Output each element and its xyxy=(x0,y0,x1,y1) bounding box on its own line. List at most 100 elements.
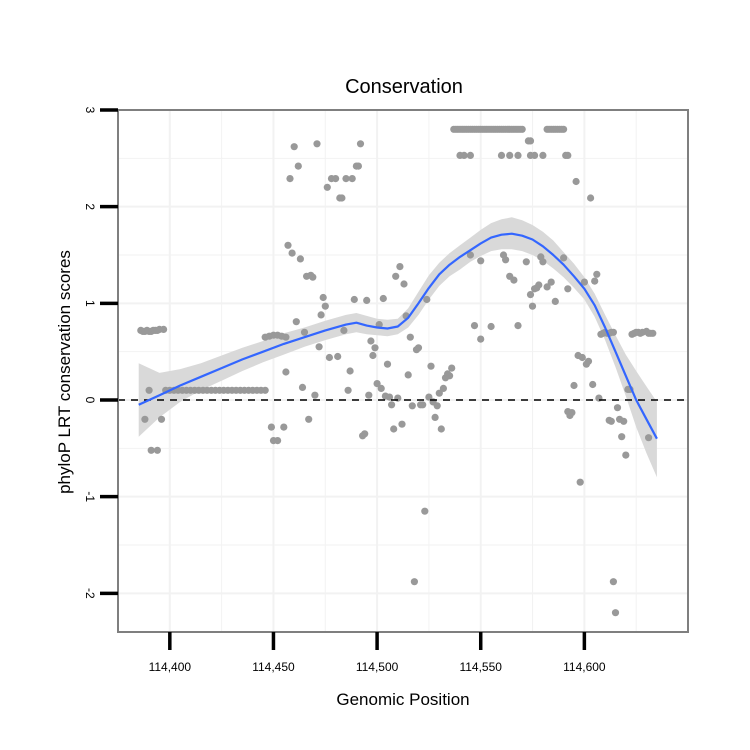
data-point xyxy=(319,293,327,302)
data-point xyxy=(332,175,340,183)
data-point xyxy=(334,352,342,361)
data-point xyxy=(427,362,435,370)
data-point xyxy=(578,353,586,362)
smooth-fit-line xyxy=(138,232,658,440)
data-point xyxy=(298,383,307,391)
data-point xyxy=(611,609,620,617)
data-point xyxy=(526,137,535,145)
data-point xyxy=(292,318,300,326)
data-point xyxy=(267,423,275,431)
data-point xyxy=(145,386,153,394)
data-point xyxy=(284,241,292,249)
data-point xyxy=(396,263,404,271)
data-point xyxy=(375,321,383,329)
x-axis-ticks: 114,400 114,450 114,500 114,550 114,600 xyxy=(149,632,606,674)
data-point xyxy=(346,367,354,375)
data-point xyxy=(300,328,309,336)
data-point xyxy=(356,140,365,148)
data-point xyxy=(560,125,568,133)
data-point xyxy=(433,402,441,410)
data-point xyxy=(388,401,396,409)
data-point xyxy=(325,353,333,362)
data-point xyxy=(535,281,543,289)
data-point xyxy=(414,344,423,352)
y-axis-ticks: 3 2 1 0 -1 -2 xyxy=(83,107,118,599)
data-point xyxy=(350,295,358,304)
y-tick-label: 0 xyxy=(83,397,97,404)
data-point xyxy=(584,357,593,365)
data-point xyxy=(437,425,445,433)
data-point xyxy=(466,151,474,159)
data-point xyxy=(591,277,599,285)
y-tick-label: 3 xyxy=(83,107,97,114)
data-point xyxy=(367,337,375,345)
data-point xyxy=(373,380,381,388)
x-tick-label: 114,600 xyxy=(563,660,606,674)
data-point xyxy=(649,329,657,337)
data-point xyxy=(587,194,595,202)
x-tick-label: 114,550 xyxy=(459,660,502,674)
data-point xyxy=(311,391,319,399)
data-point xyxy=(354,162,362,170)
data-point xyxy=(466,251,474,259)
data-point xyxy=(580,278,589,286)
data-point xyxy=(448,364,456,372)
data-point xyxy=(323,183,331,191)
data-point xyxy=(518,125,526,133)
data-point xyxy=(514,322,522,330)
y-tick-label: 1 xyxy=(83,300,97,307)
data-point xyxy=(385,393,394,401)
data-point xyxy=(564,151,572,159)
data-point xyxy=(344,386,352,394)
points-layer xyxy=(137,125,657,617)
data-point xyxy=(477,257,485,265)
data-point xyxy=(531,151,539,159)
data-point xyxy=(572,177,580,186)
data-point xyxy=(570,381,578,390)
data-point xyxy=(526,291,535,299)
data-point xyxy=(317,311,325,319)
data-point xyxy=(423,295,431,304)
data-point xyxy=(371,344,379,352)
chart-title: Conservation xyxy=(345,76,463,98)
data-point xyxy=(487,322,495,331)
data-point xyxy=(383,360,392,368)
data-point xyxy=(400,280,408,288)
data-point xyxy=(274,437,282,445)
data-point xyxy=(379,294,387,303)
data-point xyxy=(419,401,427,409)
data-point xyxy=(514,151,522,159)
data-point xyxy=(321,302,329,310)
data-point xyxy=(348,175,356,183)
data-point xyxy=(568,409,576,417)
data-point xyxy=(361,430,369,438)
data-point xyxy=(446,372,454,380)
data-point xyxy=(421,507,429,515)
data-point xyxy=(305,415,313,423)
data-point xyxy=(613,404,622,412)
data-point xyxy=(497,151,506,159)
data-point xyxy=(147,446,155,454)
y-axis-label: phyloP LRT conservation scores xyxy=(55,250,74,494)
data-point xyxy=(547,278,555,286)
data-point xyxy=(392,272,400,280)
data-point xyxy=(510,276,518,284)
data-point xyxy=(288,249,296,257)
data-point xyxy=(309,273,317,281)
data-point xyxy=(539,151,547,159)
data-point xyxy=(160,325,168,333)
data-point xyxy=(560,254,568,262)
data-point xyxy=(477,335,485,343)
data-point xyxy=(153,446,161,454)
data-point xyxy=(313,140,321,148)
data-point xyxy=(618,433,626,441)
data-point xyxy=(282,368,290,376)
data-point xyxy=(431,413,439,421)
data-point xyxy=(340,326,348,334)
data-point xyxy=(315,343,323,351)
data-point xyxy=(363,296,371,304)
data-point xyxy=(539,258,547,266)
data-point xyxy=(506,151,514,159)
data-point xyxy=(609,578,618,586)
data-point xyxy=(406,333,414,341)
